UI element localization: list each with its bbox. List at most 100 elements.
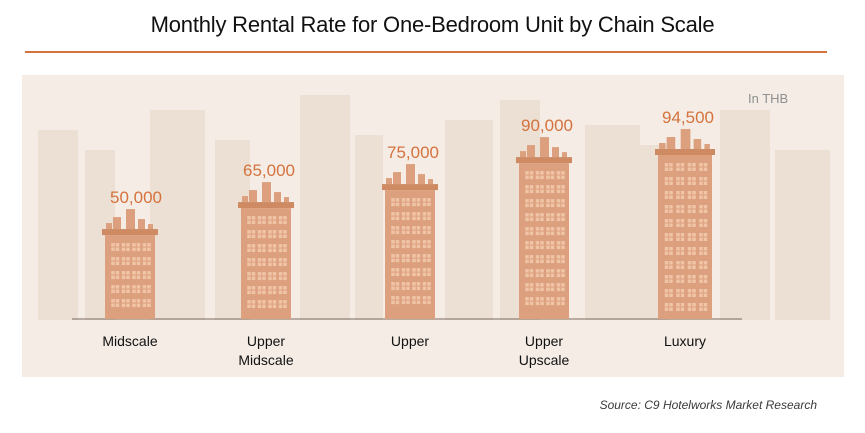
window bbox=[529, 213, 534, 217]
source-note: Source: C9 Hotelworks Market Research bbox=[599, 398, 817, 412]
window bbox=[147, 257, 151, 261]
window bbox=[278, 220, 283, 225]
window bbox=[535, 245, 540, 250]
window bbox=[699, 209, 703, 213]
window bbox=[525, 213, 529, 217]
window bbox=[687, 237, 692, 241]
window bbox=[412, 240, 416, 244]
window bbox=[416, 216, 421, 221]
window bbox=[422, 226, 427, 230]
window bbox=[561, 283, 565, 287]
window bbox=[525, 269, 529, 273]
window bbox=[416, 254, 421, 258]
window bbox=[136, 271, 141, 275]
window bbox=[422, 272, 427, 277]
window bbox=[540, 171, 544, 175]
window bbox=[550, 273, 555, 278]
window bbox=[272, 234, 277, 239]
window bbox=[669, 247, 673, 251]
window bbox=[391, 198, 395, 202]
window bbox=[278, 258, 283, 262]
window bbox=[669, 209, 673, 213]
window bbox=[395, 216, 400, 221]
window bbox=[268, 234, 272, 239]
window bbox=[687, 177, 692, 181]
window bbox=[412, 212, 416, 216]
window bbox=[540, 199, 544, 203]
window bbox=[687, 209, 692, 213]
window bbox=[268, 304, 272, 309]
window bbox=[247, 286, 251, 290]
window bbox=[535, 241, 540, 245]
window bbox=[272, 262, 277, 267]
window bbox=[703, 237, 708, 241]
window bbox=[283, 216, 287, 220]
window bbox=[283, 304, 287, 309]
window bbox=[257, 300, 262, 304]
window bbox=[422, 198, 427, 202]
window bbox=[703, 223, 708, 227]
window bbox=[406, 212, 410, 216]
window bbox=[132, 261, 136, 266]
window bbox=[251, 244, 256, 248]
window bbox=[561, 255, 565, 259]
window bbox=[546, 231, 550, 236]
window bbox=[142, 303, 147, 308]
window bbox=[535, 227, 540, 231]
category-label: Midscale bbox=[102, 333, 157, 349]
category-label: Upper Upscale bbox=[519, 333, 570, 368]
window bbox=[391, 300, 395, 305]
window bbox=[561, 287, 565, 292]
window bbox=[422, 286, 427, 291]
window bbox=[136, 285, 141, 289]
window bbox=[126, 299, 130, 303]
window bbox=[278, 304, 283, 309]
window bbox=[556, 241, 561, 245]
window bbox=[703, 251, 708, 255]
window bbox=[525, 259, 529, 264]
category-label: Upper Midscale bbox=[238, 333, 293, 368]
window bbox=[422, 212, 427, 216]
window bbox=[561, 297, 565, 301]
window bbox=[540, 213, 544, 217]
rooftop-block bbox=[680, 129, 691, 149]
window bbox=[540, 297, 544, 301]
window bbox=[692, 275, 696, 279]
window bbox=[680, 163, 685, 167]
window bbox=[142, 257, 147, 261]
window bbox=[680, 233, 685, 237]
window bbox=[692, 205, 696, 209]
window bbox=[147, 299, 151, 303]
window bbox=[680, 167, 685, 171]
window bbox=[669, 163, 673, 167]
window bbox=[278, 244, 283, 248]
window bbox=[257, 262, 262, 267]
window bbox=[540, 217, 544, 222]
window bbox=[546, 189, 550, 194]
window bbox=[687, 265, 692, 269]
value-label: 94,500 bbox=[662, 108, 714, 127]
window bbox=[561, 227, 565, 231]
skyline-building bbox=[38, 130, 78, 320]
window bbox=[680, 205, 685, 209]
window bbox=[247, 248, 251, 253]
window bbox=[692, 191, 696, 195]
window bbox=[703, 307, 708, 311]
window bbox=[391, 254, 395, 258]
bar-building bbox=[655, 129, 715, 319]
window bbox=[529, 287, 534, 292]
skyline-building bbox=[445, 120, 493, 320]
window bbox=[416, 212, 421, 216]
window bbox=[262, 258, 266, 262]
window bbox=[406, 254, 410, 258]
window bbox=[412, 230, 416, 235]
window bbox=[391, 286, 395, 291]
category-label: Upper bbox=[391, 333, 429, 349]
window bbox=[546, 227, 550, 231]
window bbox=[703, 289, 708, 293]
window bbox=[550, 231, 555, 236]
window bbox=[406, 300, 410, 305]
window bbox=[247, 230, 251, 234]
skyline-building bbox=[150, 110, 205, 320]
window bbox=[692, 303, 696, 307]
